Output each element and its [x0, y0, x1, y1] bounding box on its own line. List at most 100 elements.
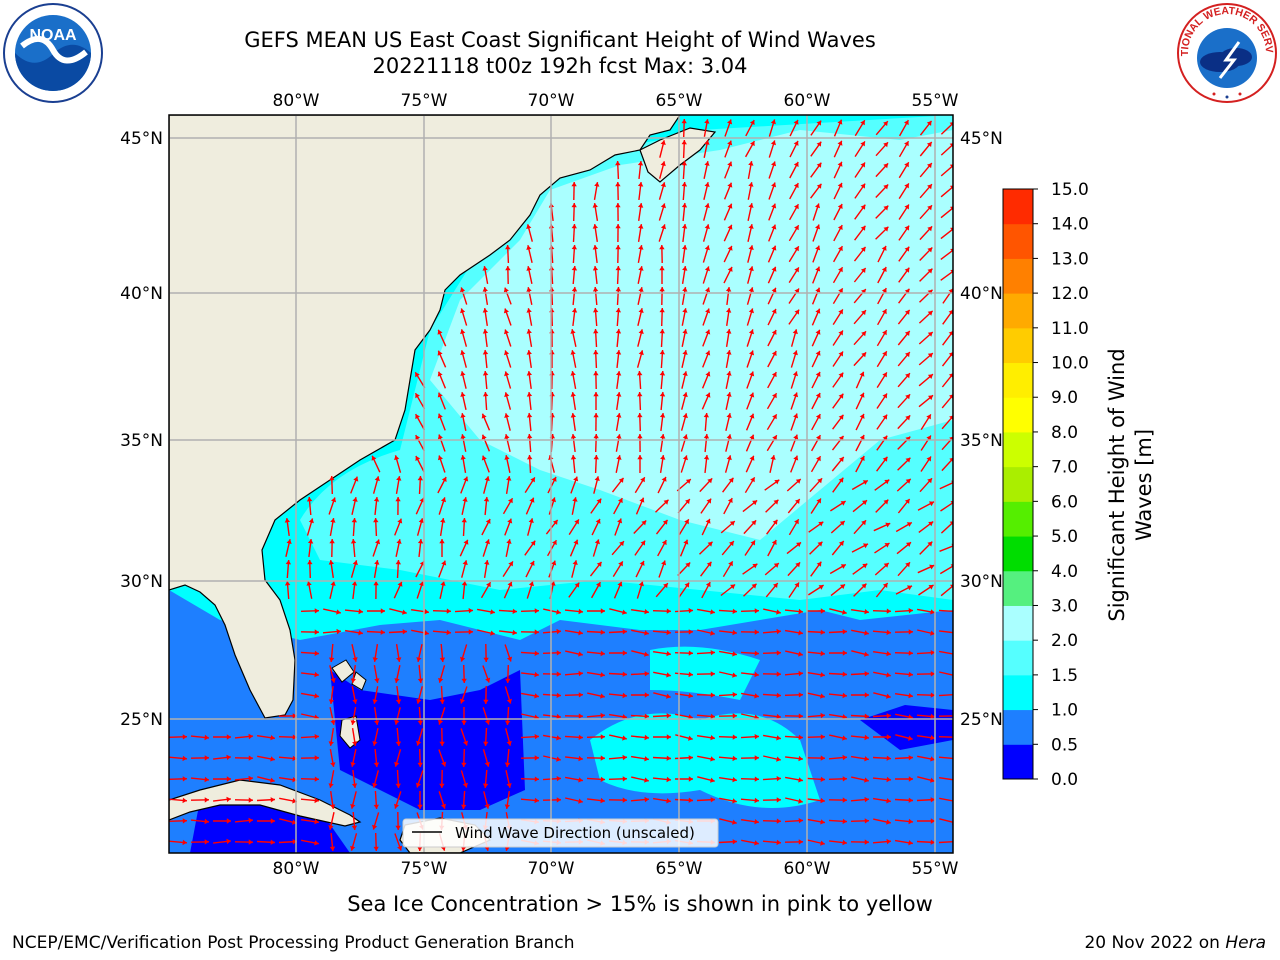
wind-wave-arrowhead — [573, 476, 579, 482]
wind-wave-arrowhead — [886, 608, 891, 614]
wind-wave-arrowhead — [314, 819, 319, 825]
wind-wave-arrowhead — [437, 455, 443, 461]
wind-wave-arrowhead — [751, 520, 757, 526]
wind-wave-arrowhead — [771, 266, 777, 272]
wind-wave-arrowhead — [816, 162, 822, 168]
wind-wave-arrowhead — [622, 735, 627, 741]
wind-wave-arrowhead — [482, 783, 489, 788]
wind-wave-arrowhead — [328, 560, 334, 565]
wind-wave-arrowhead — [883, 499, 889, 505]
wind-wave-arrowhead — [619, 541, 624, 547]
wind-wave-arrowhead — [727, 182, 733, 188]
wind-wave-arrowhead — [506, 476, 512, 481]
wind-wave-arrowhead — [793, 140, 799, 146]
wind-wave-arrowhead — [512, 608, 517, 614]
wind-wave-arrowhead — [622, 650, 627, 656]
wind-wave-arrowhead — [681, 182, 688, 187]
wind-wave-arrowhead — [573, 539, 579, 545]
wind-wave-arrowhead — [815, 266, 821, 272]
wind-wave-arrowhead — [908, 671, 913, 678]
wind-wave-arrowhead — [182, 734, 187, 740]
colorbar-swatch — [1003, 570, 1033, 606]
wind-wave-arrowhead — [419, 581, 424, 587]
wind-wave-arrowhead — [905, 478, 911, 484]
wind-wave-arrowhead — [886, 734, 891, 740]
wind-wave-arrowhead — [703, 434, 710, 439]
wind-wave-arrowhead — [727, 140, 733, 146]
wind-wave-arrowhead — [622, 609, 627, 615]
wind-wave-arrowhead — [754, 734, 759, 740]
wind-wave-arrowhead — [373, 762, 380, 767]
wind-wave-arrowhead — [905, 394, 911, 400]
wind-wave-arrowhead — [798, 651, 803, 657]
wind-wave-arrowhead — [726, 455, 732, 461]
wind-wave-arrowhead — [883, 226, 889, 232]
wind-wave-arrowhead — [729, 521, 735, 526]
wind-wave-arrowhead — [328, 741, 334, 746]
wind-wave-arrowhead — [820, 608, 825, 614]
wind-wave-arrowhead — [705, 518, 711, 524]
wind-wave-arrow — [940, 501, 953, 512]
wind-wave-arrowhead — [592, 287, 599, 292]
wind-wave-arrowhead — [793, 413, 799, 419]
wind-wave-arrowhead — [375, 539, 381, 545]
wind-wave-arrowhead — [882, 351, 887, 357]
wind-wave-arrowhead — [641, 520, 647, 526]
wind-wave-arrowhead — [593, 371, 599, 376]
wind-wave-arrowhead — [864, 734, 869, 741]
wind-wave-arrowhead — [437, 434, 443, 440]
wind-wave-arrowhead — [727, 203, 733, 209]
noaa-logo: NOAA — [3, 3, 103, 103]
wind-wave-arrowhead — [622, 797, 627, 803]
wind-wave-arrowhead — [704, 161, 710, 166]
wind-wave-arrowhead — [842, 797, 847, 803]
wind-wave-arrowhead — [705, 392, 711, 398]
wind-wave-arrowhead — [248, 775, 253, 782]
wind-wave-arrowhead — [350, 539, 357, 544]
wind-wave-arrowhead — [659, 308, 665, 313]
wind-wave-arrowhead — [908, 608, 913, 614]
wind-wave-arrowhead — [864, 818, 869, 824]
wind-wave-arrowhead — [504, 804, 510, 809]
wind-wave-arrowhead — [949, 122, 953, 127]
wind-wave-arrowhead — [226, 776, 231, 782]
wind-wave-arrowhead — [688, 797, 693, 803]
wind-wave-arrowhead — [596, 582, 601, 588]
wind-wave-arrowhead — [351, 825, 358, 830]
wind-wave-arrowhead — [460, 308, 466, 314]
wind-wave-arrowhead — [551, 560, 557, 566]
wind-wave-arrowhead — [726, 308, 732, 313]
wind-wave-arrowhead — [710, 797, 715, 803]
wind-wave-arrowhead — [463, 539, 469, 545]
lat-label-left: 25°N — [120, 710, 163, 730]
wind-wave-arrowhead — [397, 581, 403, 587]
wind-wave-arrowhead — [374, 678, 380, 683]
wind-wave-arrowhead — [659, 371, 666, 376]
wind-wave-arrowhead — [314, 755, 319, 761]
wind-wave-arrowhead — [571, 182, 577, 187]
wind-wave-arrowhead — [772, 393, 777, 399]
wind-wave-arrowhead — [732, 777, 737, 783]
wind-wave-arrowhead — [571, 245, 577, 250]
wind-wave-arrowhead — [526, 413, 533, 418]
wind-wave-direction-arrows — [169, 118, 953, 852]
wind-wave-arrowhead — [682, 371, 688, 376]
wind-wave-arrowhead — [226, 754, 231, 761]
wind-wave-arrowhead — [886, 629, 891, 636]
wind-wave-arrowhead — [928, 585, 934, 590]
wind-wave-arrowhead — [416, 657, 422, 662]
wind-wave-arrowhead — [394, 720, 400, 725]
wind-wave-arrowhead — [882, 456, 888, 462]
wind-wave-arrowhead — [727, 224, 733, 230]
wind-wave-arrowhead — [864, 839, 869, 845]
wind-wave-arrowhead — [437, 350, 443, 356]
wind-wave-arrowhead — [727, 161, 733, 167]
wind-wave-arrowhead — [460, 656, 466, 662]
wind-wave-arrowhead — [527, 455, 533, 460]
wind-wave-arrowhead — [776, 797, 781, 803]
wind-wave-arrowhead — [570, 350, 576, 355]
wind-wave-arrowhead — [861, 520, 866, 526]
wind-wave-arrowhead — [622, 776, 627, 782]
wind-wave-arrowhead — [593, 350, 599, 355]
wind-wave-arrowhead — [926, 120, 932, 126]
